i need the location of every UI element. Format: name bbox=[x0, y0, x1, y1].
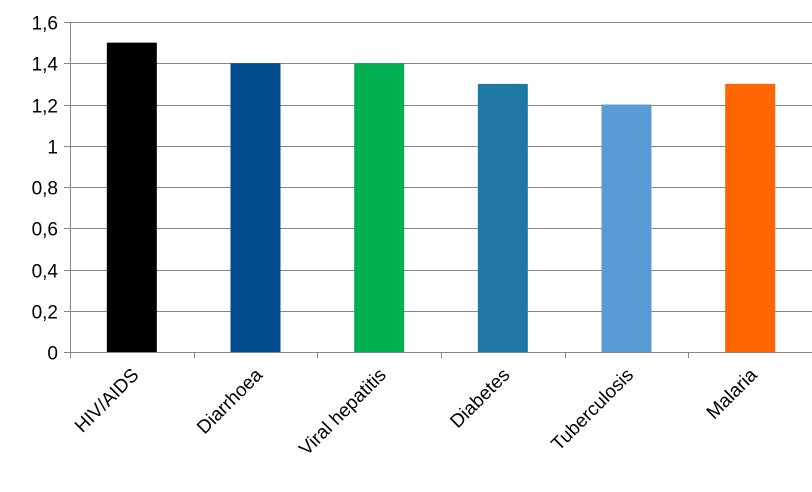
axes bbox=[64, 22, 812, 358]
category-label: HIV/AIDS bbox=[71, 365, 143, 437]
category-label: Viral hepatitis bbox=[295, 365, 390, 460]
category-label: Malaria bbox=[703, 364, 762, 423]
bar-diabetes bbox=[477, 83, 528, 352]
y-tick-label: 1,2 bbox=[32, 97, 58, 118]
y-axis-tick-labels: 0 0,2 0,4 0,6 0,8 1 1,2 1,4 1,6 bbox=[32, 14, 59, 365]
category-label: Diarrhoea bbox=[193, 364, 267, 438]
bar-diarrhoea bbox=[230, 63, 281, 352]
y-tick-label: 0,8 bbox=[32, 179, 58, 200]
gridlines bbox=[70, 22, 812, 312]
bar-malaria bbox=[725, 83, 776, 352]
category-labels: HIV/AIDS Diarrhoea Viral hepatitis Diabetes… bbox=[71, 364, 762, 460]
y-tick-label: 1,4 bbox=[32, 55, 59, 76]
y-tick-label: 1,6 bbox=[32, 14, 58, 35]
y-tick-label: 1 bbox=[47, 138, 58, 159]
bar-viral-hepatitis bbox=[354, 63, 405, 352]
category-label: Tuberculosis bbox=[548, 365, 639, 456]
y-tick-label: 0,2 bbox=[32, 303, 58, 324]
y-tick-label: 0,6 bbox=[32, 220, 58, 241]
y-tick-label: 0 bbox=[47, 344, 58, 365]
bar-tuberculosis bbox=[601, 104, 652, 352]
y-tick-label: 0,4 bbox=[32, 262, 59, 283]
category-label: Diabetes bbox=[446, 365, 514, 433]
bars bbox=[106, 42, 776, 352]
bar-hiv-aids bbox=[106, 42, 157, 352]
